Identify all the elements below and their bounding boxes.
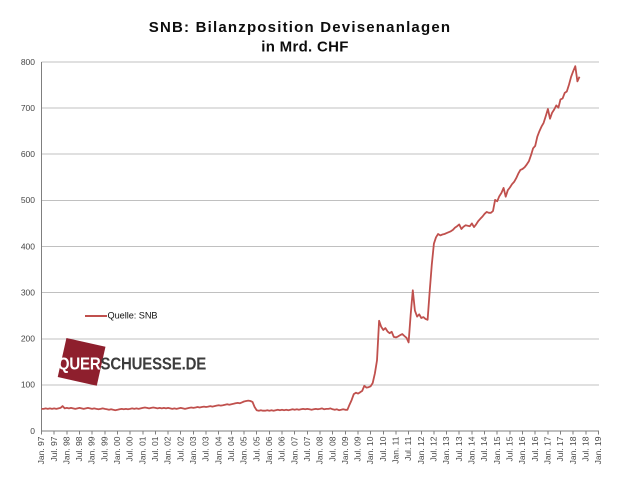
svg-text:Jan. 09: Jan. 09 [340,436,350,464]
svg-text:Jul. 17: Jul. 17 [555,436,565,461]
svg-text:Jan. 19: Jan. 19 [593,436,603,464]
svg-text:Jan. 05: Jan. 05 [239,436,249,464]
svg-text:400: 400 [21,241,35,251]
svg-text:Jan. 99: Jan. 99 [87,436,97,464]
svg-text:Jan. 97: Jan. 97 [36,436,46,464]
svg-text:Quelle: SNB: Quelle: SNB [108,311,158,321]
svg-text:in Mrd. CHF: in Mrd. CHF [261,39,348,56]
svg-text:Jan. 12: Jan. 12 [416,436,426,464]
svg-text:SNB: Bilanzposition Devisenanl: SNB: Bilanzposition Devisenanlagen [149,19,452,36]
svg-text:Jul. 15: Jul. 15 [505,436,515,461]
svg-text:Jul. 10: Jul. 10 [378,436,388,461]
svg-text:Jan. 00: Jan. 00 [112,436,122,464]
svg-text:Jul. 99: Jul. 99 [99,436,109,461]
svg-text:Jan. 11: Jan. 11 [391,436,401,464]
svg-text:700: 700 [21,103,35,113]
svg-text:Jan. 04: Jan. 04 [213,436,223,464]
svg-text:Jul. 01: Jul. 01 [150,436,160,461]
svg-text:Jul. 05: Jul. 05 [251,436,261,461]
svg-text:100: 100 [21,380,35,390]
svg-text:Jul. 07: Jul. 07 [302,436,312,461]
svg-text:Jan. 16: Jan. 16 [517,436,527,464]
svg-text:Jan. 07: Jan. 07 [289,436,299,464]
svg-text:Jul. 13: Jul. 13 [454,436,464,461]
svg-text:Jan. 01: Jan. 01 [137,436,147,464]
svg-text:200: 200 [21,334,35,344]
svg-text:Jul. 98: Jul. 98 [74,436,84,461]
svg-text:Jul. 12: Jul. 12 [429,436,439,461]
svg-text:Jul. 03: Jul. 03 [201,436,211,461]
svg-text:0: 0 [30,426,35,436]
svg-text:Jul. 16: Jul. 16 [530,436,540,461]
svg-text:300: 300 [21,287,35,297]
svg-text:Jan. 14: Jan. 14 [467,436,477,464]
svg-text:500: 500 [21,195,35,205]
svg-text:Jan. 13: Jan. 13 [441,436,451,464]
svg-text:Jul. 09: Jul. 09 [353,436,363,461]
svg-text:Jul. 02: Jul. 02 [175,436,185,461]
svg-text:Jan. 02: Jan. 02 [163,436,173,464]
svg-text:Jan. 03: Jan. 03 [188,436,198,464]
svg-text:Jan. 06: Jan. 06 [264,436,274,464]
svg-text:Jul. 08: Jul. 08 [327,436,337,461]
svg-text:Jan. 08: Jan. 08 [315,436,325,464]
svg-text:Jul. 11: Jul. 11 [403,436,413,461]
svg-text:Jan. 10: Jan. 10 [365,436,375,464]
svg-text:Jul. 97: Jul. 97 [49,436,59,461]
svg-text:800: 800 [21,57,35,67]
svg-text:Jul. 04: Jul. 04 [226,436,236,461]
svg-text:Jul. 14: Jul. 14 [479,436,489,461]
svg-text:Jul. 06: Jul. 06 [277,436,287,461]
svg-text:Jan. 18: Jan. 18 [568,436,578,464]
svg-text:Jul. 18: Jul. 18 [580,436,590,461]
svg-text:Jan. 15: Jan. 15 [492,436,502,464]
svg-text:Jul. 00: Jul. 00 [125,436,135,461]
svg-text:QUERSCHUESSE.DE: QUERSCHUESSE.DE [58,353,206,374]
svg-text:600: 600 [21,149,35,159]
svg-text:Jan. 17: Jan. 17 [543,436,553,464]
svg-text:Jan. 98: Jan. 98 [61,436,71,464]
